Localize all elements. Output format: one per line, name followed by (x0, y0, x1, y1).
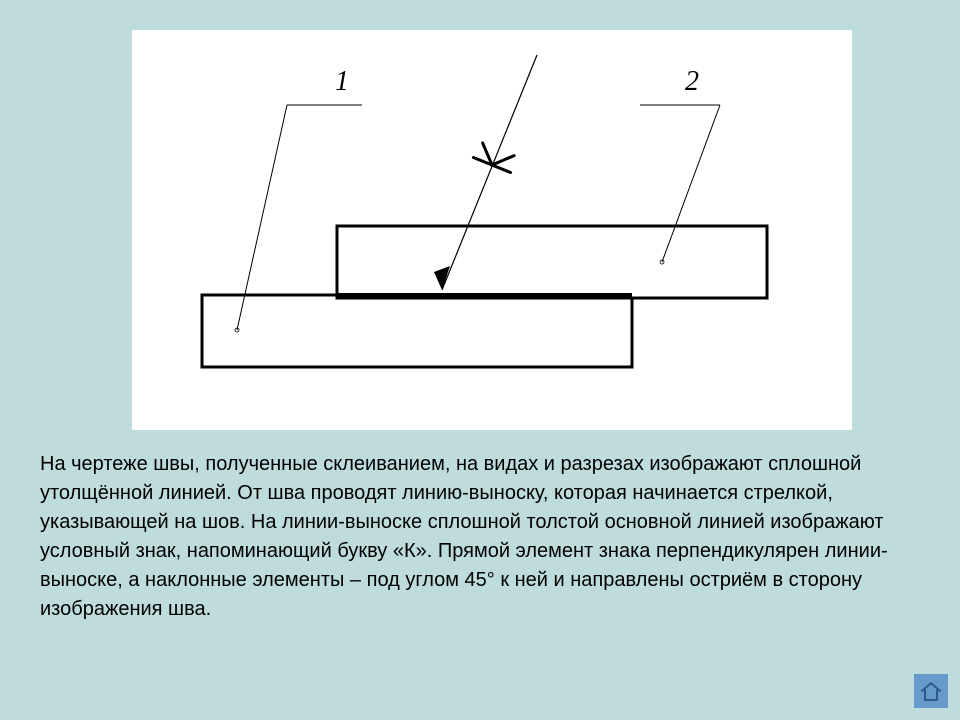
home-icon (919, 680, 943, 702)
home-button[interactable] (914, 674, 948, 708)
svg-text:2: 2 (685, 66, 699, 97)
caption-text: На чертеже швы, полученные склеиванием, … (40, 450, 920, 624)
technical-drawing: 12 (132, 30, 852, 430)
svg-text:1: 1 (335, 66, 349, 97)
drawing-svg: 12 (132, 30, 852, 430)
